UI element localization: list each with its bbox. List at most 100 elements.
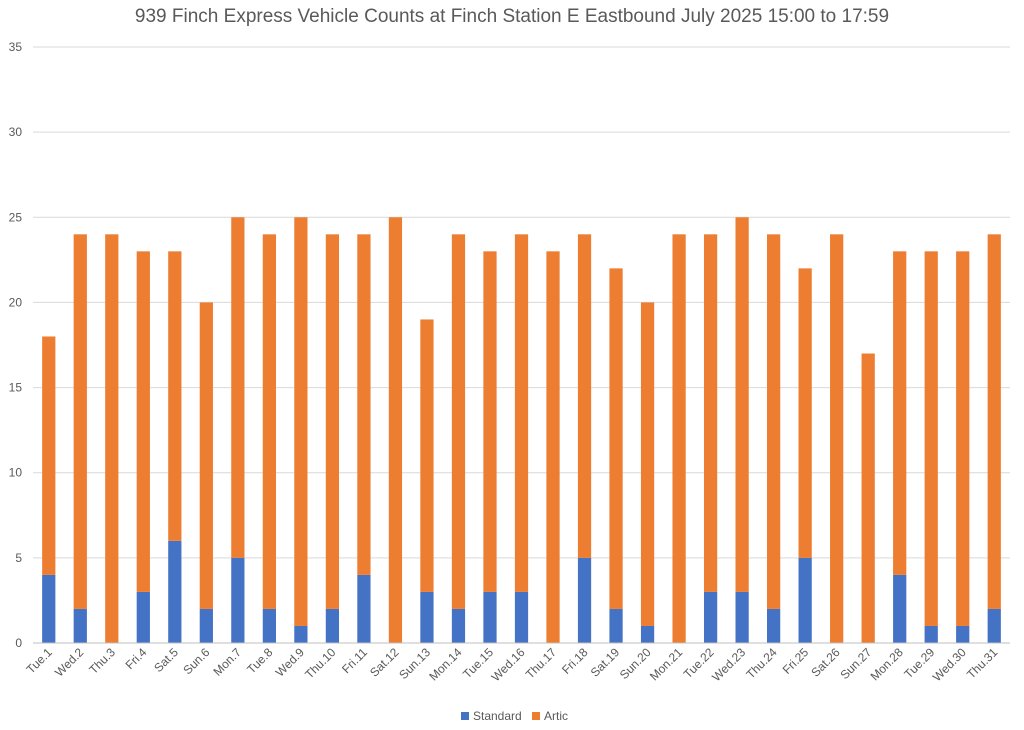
bar-artic-fri-11 [357,234,371,575]
bar-standard-sat-5 [168,540,182,643]
x-tick-label: Tue.1 [24,645,56,677]
bar-artic-tue-8 [262,234,276,609]
y-tick-label: 10 [9,466,23,480]
bar-artic-tue-15 [483,251,497,592]
bar-artic-tue-22 [703,234,718,592]
x-tick-label: Sun.27 [837,645,874,682]
bar-artic-wed-9 [294,217,308,626]
bar-standard-sun-20 [640,625,655,643]
bar-standard-fri-25 [798,557,812,643]
x-tick-label: Mon.28 [868,645,906,683]
bar-artic-sun-20 [640,302,655,626]
x-tick-label: Thu.10 [302,645,339,682]
bar-artic-mon-28 [893,251,907,575]
bars [42,217,1001,644]
y-tick-label: 25 [9,210,23,224]
x-tick-label: Thu.24 [743,645,780,682]
x-tick-label: Tue.8 [244,645,276,677]
bar-artic-fri-4 [136,251,150,592]
bar-standard-tue-22 [703,591,718,643]
legend-swatch-standard [461,712,469,720]
x-tick-label: Wed.30 [930,645,969,684]
y-tick-label: 15 [9,381,23,395]
bar-standard-tue-29 [924,625,938,643]
bar-standard-wed-16 [514,591,529,643]
bar-artic-sun-27 [861,353,875,643]
bar-standard-wed-9 [294,625,308,643]
bar-artic-wed-2 [73,234,87,609]
bar-standard-tue-8 [262,608,276,643]
x-tick-label: Sun.20 [617,645,654,682]
bar-standard-mon-14 [451,608,466,643]
x-tick-label: Thu.17 [523,645,560,682]
legend-label-artic: Artic [544,709,568,723]
bar-artic-wed-23 [735,217,749,592]
legend: Standard Artic [461,709,568,723]
bar-artic-thu-24 [767,234,781,609]
bar-standard-thu-10 [325,608,340,643]
x-tick-label: Wed.9 [273,645,308,680]
bar-artic-mon-14 [451,234,466,609]
x-tick-label: Sat.5 [151,645,181,675]
bar-artic-wed-30 [956,251,970,626]
bar-artic-thu-10 [325,234,340,609]
x-tick-label: Mon.7 [210,645,244,679]
bar-standard-fri-4 [136,591,150,643]
bar-artic-tue-29 [924,251,938,626]
x-tick-label: Fri.4 [123,645,150,672]
y-tick-label: 5 [15,551,22,565]
bar-artic-sun-13 [420,319,434,592]
x-tick-label: Sun.13 [396,645,433,682]
x-tick-label: Thu.3 [86,645,118,677]
bar-standard-fri-11 [357,574,371,643]
x-tick-label: Wed.16 [489,645,528,684]
y-tick-label: 35 [9,40,23,54]
bar-artic-mon-7 [231,217,245,558]
bar-standard-fri-18 [577,557,592,643]
bar-artic-tue-1 [42,336,56,575]
bar-artic-wed-16 [514,234,529,592]
bar-standard-tue-15 [483,591,497,643]
legend-swatch-artic [532,712,540,720]
bar-standard-thu-31 [987,608,1001,643]
bar-artic-mon-21 [672,234,686,644]
bar-artic-fri-25 [798,268,812,558]
bar-standard-sun-13 [420,591,434,643]
bar-artic-sat-26 [830,234,844,644]
bar-standard-sun-6 [199,608,213,643]
bar-standard-sat-19 [609,608,623,643]
bar-standard-wed-30 [956,625,970,643]
bar-standard-wed-2 [73,608,87,643]
y-tick-label: 20 [9,295,23,309]
x-tick-label: Sat.26 [808,645,843,680]
x-tick-label: Mon.21 [647,645,685,683]
bar-artic-sat-19 [609,268,623,609]
chart-title: 939 Finch Express Vehicle Counts at Finc… [135,6,889,27]
x-tick-label: Sun.6 [180,645,212,677]
x-tick-label: Fri.18 [559,645,591,677]
bar-standard-thu-24 [767,608,781,643]
bar-artic-sat-5 [168,251,182,541]
bar-artic-thu-3 [105,234,119,644]
bar-artic-thu-31 [987,234,1001,609]
bar-artic-thu-17 [546,251,560,644]
bar-standard-mon-7 [231,557,245,643]
x-tick-label: Wed.2 [52,645,87,680]
legend-label-standard: Standard [473,709,522,723]
y-tick-label: 0 [15,636,22,650]
bar-artic-sat-12 [388,217,403,644]
x-tick-label: Fri.11 [339,645,370,676]
bar-artic-fri-18 [577,234,592,558]
x-tick-label: Mon.14 [426,645,464,683]
x-tick-label: Thu.31 [964,645,1001,682]
bar-artic-sun-6 [199,302,213,609]
y-axis-ticks: 0 5 10 15 20 25 30 35 [9,40,23,650]
bar-standard-mon-28 [893,574,907,643]
x-tick-label: Sat.19 [588,645,623,680]
bar-standard-wed-23 [735,591,749,643]
y-tick-label: 30 [9,125,23,139]
x-tick-label: Fri.25 [780,645,812,677]
x-tick-label: Sat.12 [367,645,402,680]
